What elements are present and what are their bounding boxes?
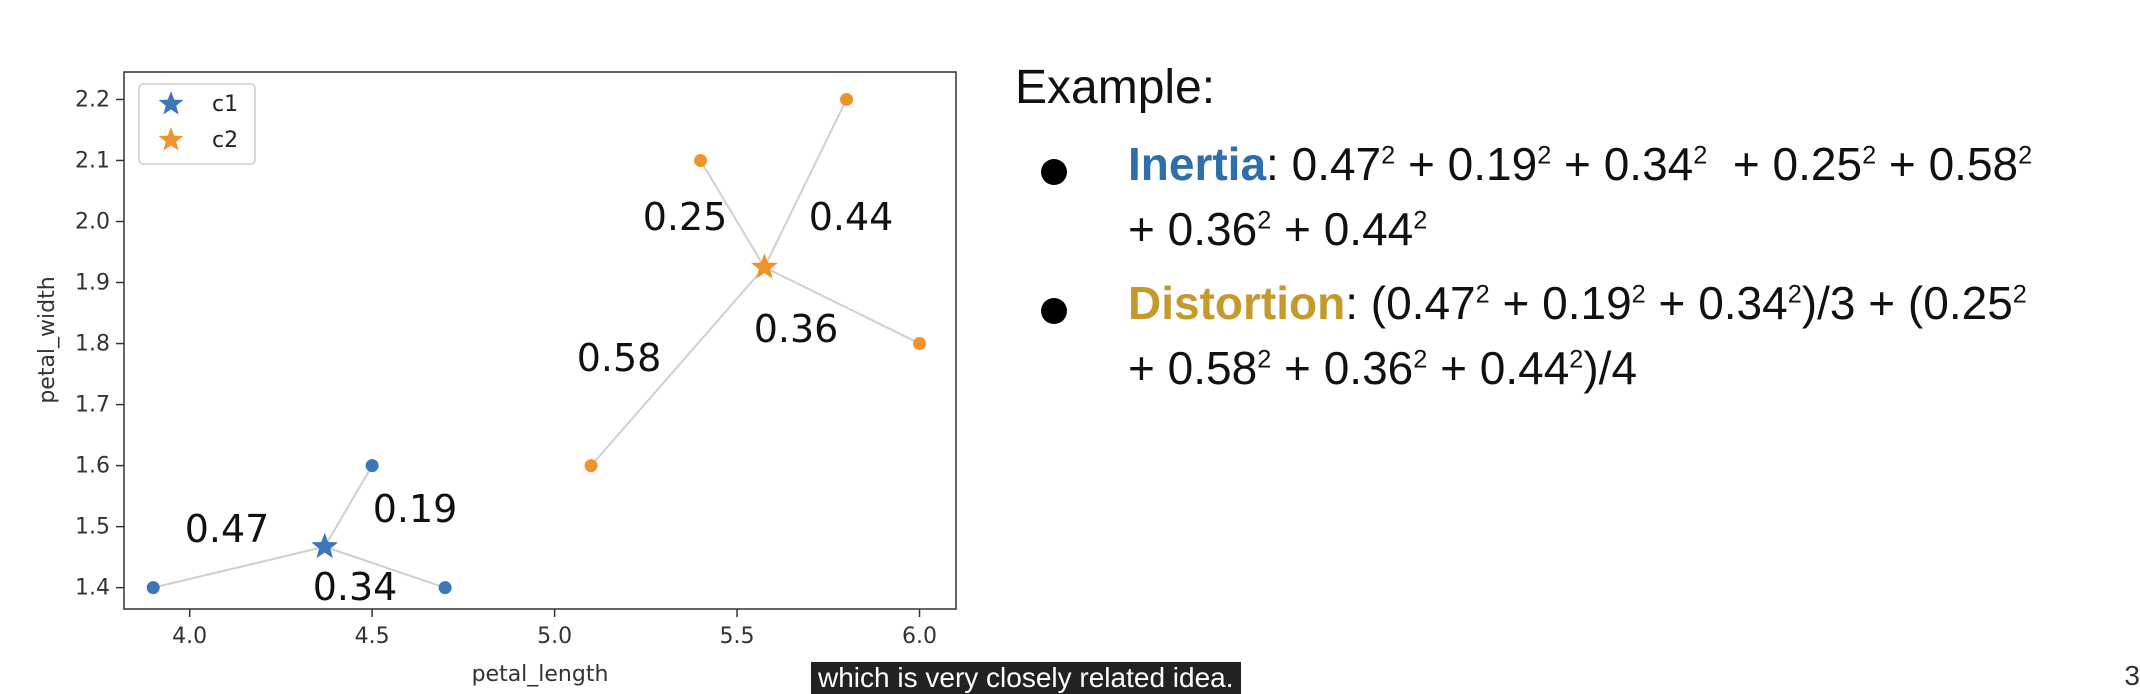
distortion-value: 0.47 [1386,276,1476,329]
legend: c1 c2 [138,83,256,165]
distortion-value: 0.25 [1923,276,2013,329]
connector-line-c2-2 [763,266,920,345]
inertia-value: 0.34 [1603,138,1694,190]
example-heading: Example: [1015,61,1216,114]
centroid-markers [311,253,778,559]
legend-star-icon-c2 [158,127,184,151]
connector-line-c1-1 [323,465,374,548]
plot-frame [123,71,957,610]
connector-line-c2-0 [699,159,766,268]
bullet-dot-icon [1041,159,1067,185]
data-point-c1-0 [146,581,160,595]
connector-line-c1-0 [152,545,325,589]
x-tick-label: 5.0 [537,624,572,649]
x-axis-label: petal_length [472,662,609,687]
exponent: 2 [1862,141,1877,170]
annotation-0-58: 0.58 [577,336,662,380]
y-tick-label: 2.1 [75,148,110,173]
annotation-0-25: 0.25 [643,195,728,239]
distortion-value: 0.36 [1323,341,1414,394]
inertia-value: 0.36 [1167,203,1258,256]
annotation-0-47: 0.47 [185,507,270,551]
x-tick-label: 6.0 [902,624,937,649]
exponent: 2 [1381,141,1396,170]
annotation-0-19: 0.19 [373,487,458,531]
exponent: 2 [1787,280,1802,309]
y-axis-ticks: 1.4 1.5 1.6 1.7 1.8 1.9 2.0 2.1 2.2 [75,87,124,601]
centroid-star-icon-c1 [311,532,339,559]
y-tick-label: 1.8 [75,332,110,357]
page-number: 3 [2124,660,2140,691]
chart-svg: 0.47 0.19 0.34 0.25 0.44 0.58 0.36 4.0 4.… [35,71,957,687]
distortion-value: 0.34 [1698,276,1788,329]
inertia-value: 0.25 [1772,138,1863,190]
exponent: 2 [1631,280,1646,309]
connector-line-c2-3 [590,266,766,467]
example-panel: Example: Inertia: 0.472 + 0.192 + 0.342 … [1015,58,2125,409]
data-point-c2-0 [694,153,708,167]
distortion-divisor: 3 [1829,276,1856,329]
data-point-c1-2 [438,581,452,595]
connector-line-c1-2 [324,545,446,589]
distortion-term: Distortion [1128,276,1346,329]
exponent: 2 [1257,206,1272,235]
inertia-formula: Inertia: 0.472 + 0.192 + 0.342 + 0.252 +… [1015,132,2125,263]
y-axis-label: petal_width [35,276,60,403]
video-caption: which is very closely related idea. [811,662,1241,694]
y-tick-label: 2.2 [75,87,110,112]
legend-label-c1: c1 [212,92,238,117]
formula-list: Inertia: 0.472 + 0.192 + 0.342 + 0.252 +… [1015,132,2125,401]
exponent: 2 [1413,345,1428,374]
inertia-term: Inertia [1128,138,1267,190]
legend-star-icon-c1 [158,91,184,115]
data-point-c1-1 [365,459,379,473]
distortion-divisor: 4 [1611,341,1638,394]
connector-line-c2-1 [763,99,848,268]
inertia-value: 0.47 [1291,138,1382,190]
data-points [146,92,927,595]
legend-label-c2: c2 [212,128,238,153]
distance-annotations: 0.47 0.19 0.34 0.25 0.44 0.58 0.36 [185,195,894,609]
inertia-value: 0.19 [1447,138,1538,190]
y-tick-label: 1.5 [75,515,110,540]
centroid-star-icon-c2 [751,253,778,279]
distortion-value: 0.58 [1167,341,1258,394]
x-tick-label: 4.0 [172,624,207,649]
connector-lines [152,99,920,589]
y-tick-label: 1.9 [75,271,110,296]
bullet-dot-icon [1041,297,1067,324]
exponent: 2 [1537,141,1552,170]
y-tick-label: 1.7 [75,393,110,418]
y-tick-label: 1.4 [75,576,110,601]
legend-star-c1 [158,91,184,115]
distortion-value: 0.19 [1542,276,1632,329]
legend-star-c2 [158,127,184,151]
exponent: 2 [2018,141,2033,170]
exponent: 2 [1413,206,1428,235]
annotation-0-44: 0.44 [809,195,894,239]
x-tick-label: 5.5 [720,624,755,649]
annotation-0-36: 0.36 [754,307,839,351]
exponent: 2 [1257,345,1272,374]
exponent: 2 [1693,141,1708,170]
data-point-c2-2 [913,337,927,351]
y-tick-label: 2.0 [75,210,110,235]
annotation-0-34: 0.34 [313,565,398,609]
data-point-c2-1 [840,92,854,106]
x-axis-ticks: 4.0 4.5 5.0 5.5 6.0 [172,609,937,649]
data-point-c2-3 [584,459,598,473]
exponent: 2 [1475,280,1490,309]
distortion-formula: Distortion: (0.472 + 0.192 + 0.342)/3 + … [1015,271,2125,402]
inertia-value: 0.44 [1323,203,1414,256]
x-tick-label: 4.5 [355,624,390,649]
scatter-chart: 0.47 0.19 0.34 0.25 0.44 0.58 0.36 4.0 4.… [0,0,980,694]
exponent: 2 [2012,280,2027,309]
distortion-value: 0.44 [1479,341,1570,394]
inertia-value: 0.58 [1928,138,2019,190]
exponent: 2 [1569,345,1584,374]
y-tick-label: 1.6 [75,454,110,479]
